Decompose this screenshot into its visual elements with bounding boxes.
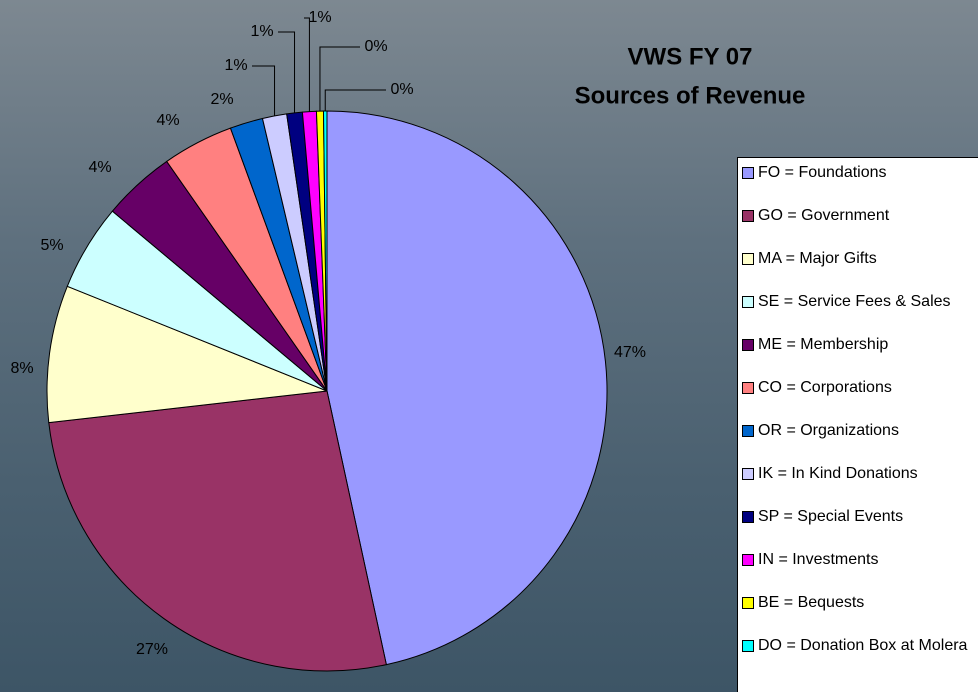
chart-subtitle: Sources of Revenue (575, 82, 806, 109)
data-label: 2% (210, 91, 233, 108)
leader-line (320, 47, 360, 111)
leader-line (325, 90, 386, 111)
legend-item: GO = Government (742, 207, 978, 250)
page: VWS FY 07 Sources of Revenue 47% 27% 8% 5% 4… (0, 0, 978, 692)
legend: FO = Foundations GO = Government MA = Majo… (737, 157, 978, 692)
leader-line (304, 18, 309, 112)
legend-swatch (742, 167, 754, 179)
legend-swatch (742, 253, 754, 265)
legend-swatch (742, 554, 754, 566)
legend-item: OR = Organizations (742, 422, 978, 465)
data-label: 1% (224, 57, 247, 74)
legend-label: FO = Foundations (758, 164, 973, 181)
legend-label: IN = Investments (758, 551, 973, 568)
legend-swatch (742, 468, 754, 480)
legend-swatch (742, 597, 754, 609)
legend-label: CO = Corporations (758, 379, 973, 396)
legend-swatch (742, 339, 754, 351)
legend-swatch (742, 640, 754, 652)
legend-item: IN = Investments (742, 551, 978, 594)
legend-item: SE = Service Fees & Sales (742, 293, 978, 336)
legend-swatch (742, 425, 754, 437)
legend-item: BE = Bequests (742, 594, 978, 637)
legend-item: CO = Corporations (742, 379, 978, 422)
legend-item: MA = Major Gifts (742, 250, 978, 293)
data-label: 27% (136, 641, 168, 658)
legend-label: DO = Donation Box at Molera (758, 637, 973, 654)
legend-label: MA = Major Gifts (758, 250, 973, 267)
data-label: 1% (250, 23, 273, 40)
legend-label: GO = Government (758, 207, 973, 224)
data-label: 0% (390, 81, 413, 98)
legend-swatch (742, 210, 754, 222)
chart-title: VWS FY 07 (628, 43, 753, 70)
legend-item: SP = Special Events (742, 508, 978, 551)
legend-swatch (742, 511, 754, 523)
data-label: 1% (308, 9, 331, 26)
legend-label: SE = Service Fees & Sales (758, 293, 973, 310)
leader-line (278, 32, 295, 113)
legend-item: IK = In Kind Donations (742, 465, 978, 508)
legend-label: ME = Membership (758, 336, 973, 353)
data-label: 47% (614, 344, 646, 361)
legend-label: BE = Bequests (758, 594, 973, 611)
legend-label: OR = Organizations (758, 422, 973, 439)
legend-item: ME = Membership (742, 336, 978, 379)
pie-slice (49, 391, 387, 671)
data-label: 5% (40, 237, 63, 254)
legend-swatch (742, 296, 754, 308)
data-label: 4% (156, 112, 179, 129)
legend-item: DO = Donation Box at Molera (742, 637, 978, 680)
data-label: 0% (364, 38, 387, 55)
legend-label: IK = In Kind Donations (758, 465, 973, 482)
legend-swatch (742, 382, 754, 394)
legend-label: SP = Special Events (758, 508, 973, 525)
data-label: 4% (88, 159, 111, 176)
leader-line (252, 66, 275, 116)
pie-slice (327, 111, 607, 665)
legend-item: FO = Foundations (742, 164, 978, 207)
data-label: 8% (10, 360, 33, 377)
